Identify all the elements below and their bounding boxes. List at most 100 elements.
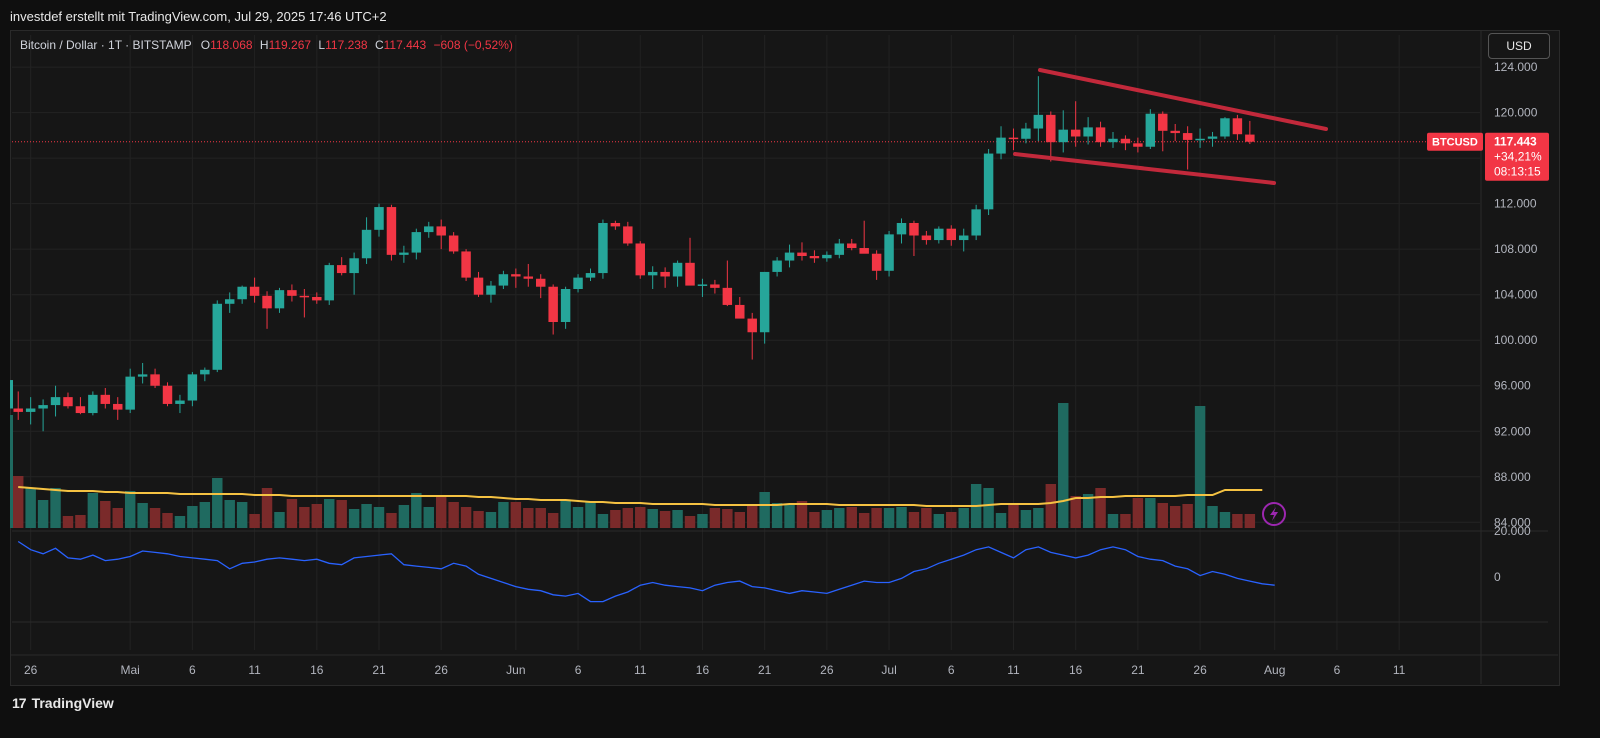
candle-up[interactable] — [224, 299, 235, 304]
candle-down[interactable] — [536, 278, 546, 287]
candle-down[interactable] — [747, 318, 757, 333]
candle-down[interactable] — [75, 406, 86, 414]
candle-down[interactable] — [473, 277, 484, 295]
candle-up[interactable] — [697, 284, 708, 286]
candle-down[interactable] — [610, 222, 621, 227]
candle-down[interactable] — [299, 295, 310, 298]
candle-down[interactable] — [1046, 114, 1056, 143]
candle-down[interactable] — [871, 253, 882, 271]
trend-lines[interactable] — [1013, 68, 1328, 185]
candle-up[interactable] — [486, 285, 496, 295]
candle-down[interactable] — [1133, 143, 1143, 147]
candle-up[interactable] — [38, 405, 48, 409]
candle-down[interactable] — [809, 255, 820, 259]
candle-up[interactable] — [324, 265, 334, 301]
candle-down[interactable] — [523, 276, 534, 279]
candle-up[interactable] — [424, 226, 434, 233]
candle-down[interactable] — [511, 274, 521, 277]
candle-up[interactable] — [399, 252, 409, 255]
candle-up[interactable] — [498, 274, 509, 286]
candle-down[interactable] — [1170, 130, 1180, 134]
candle-up[interactable] — [361, 229, 372, 259]
candle-up[interactable] — [187, 374, 198, 401]
candle-up[interactable] — [237, 286, 247, 300]
candle-down[interactable] — [249, 286, 260, 296]
candle-down[interactable] — [1182, 133, 1193, 140]
candle-down[interactable] — [100, 394, 111, 404]
candle-up[interactable] — [125, 376, 135, 410]
candle-up[interactable] — [759, 271, 770, 333]
candle-up[interactable] — [1220, 118, 1230, 137]
candle-down[interactable] — [685, 262, 695, 286]
candle-up[interactable] — [585, 273, 596, 278]
candle-up[interactable] — [784, 252, 795, 261]
candle-down[interactable] — [436, 226, 446, 236]
candle-down[interactable] — [623, 226, 633, 244]
candle-down[interactable] — [1095, 127, 1106, 143]
candle-up[interactable] — [896, 222, 907, 235]
candle-down[interactable] — [287, 290, 297, 296]
candle-up[interactable] — [1058, 129, 1068, 143]
candle-down[interactable] — [63, 397, 73, 407]
candle-up[interactable] — [1195, 138, 1205, 141]
candle-up[interactable] — [1083, 127, 1093, 137]
candle-up[interactable] — [1021, 128, 1031, 139]
candle-down[interactable] — [13, 408, 23, 412]
candle-up[interactable] — [1207, 136, 1218, 139]
candle-down[interactable] — [847, 243, 857, 249]
candle-down[interactable] — [710, 284, 720, 288]
candle-down[interactable] — [660, 271, 670, 277]
candle-up[interactable] — [349, 258, 359, 274]
candle-up[interactable] — [200, 369, 210, 375]
candle-up[interactable] — [996, 137, 1006, 154]
candle-down[interactable] — [1070, 129, 1081, 137]
candle-down[interactable] — [635, 243, 645, 276]
upper-trend-line[interactable] — [1038, 68, 1328, 131]
candle-down[interactable] — [909, 222, 919, 236]
candle-up[interactable] — [1108, 138, 1118, 143]
candle-down[interactable] — [797, 252, 807, 256]
candle-up[interactable] — [212, 303, 222, 370]
candle-down[interactable] — [1232, 118, 1243, 135]
candle-up[interactable] — [884, 234, 894, 271]
candle-down[interactable] — [386, 207, 397, 255]
candle-down[interactable] — [1120, 138, 1131, 144]
candle-down[interactable] — [162, 385, 173, 404]
candle-down[interactable] — [735, 304, 745, 319]
candle-down[interactable] — [1008, 137, 1019, 140]
lower-trend-line[interactable] — [1013, 152, 1276, 185]
tradingview-logo[interactable]: 17 TradingView — [12, 695, 114, 711]
candle-down[interactable] — [548, 286, 558, 323]
candle-up[interactable] — [175, 400, 185, 404]
candle-up[interactable] — [88, 394, 98, 414]
candle-down[interactable] — [946, 228, 956, 241]
chart-panel[interactable] — [10, 30, 1560, 686]
candle-up[interactable] — [983, 153, 994, 210]
candle-up[interactable] — [411, 232, 422, 253]
candle-up[interactable] — [573, 277, 583, 289]
candle-down[interactable] — [448, 235, 459, 252]
candle-down[interactable] — [262, 295, 272, 309]
candle-up[interactable] — [834, 243, 845, 255]
candle-up[interactable] — [598, 222, 608, 274]
candle-down[interactable] — [113, 403, 123, 410]
candle-down[interactable] — [1158, 113, 1168, 131]
candle-down[interactable] — [859, 248, 869, 254]
candle-down[interactable] — [150, 374, 160, 386]
candle-up[interactable] — [822, 254, 832, 259]
candle-up[interactable] — [971, 209, 981, 236]
candle-up[interactable] — [958, 235, 969, 241]
candle-up[interactable] — [274, 290, 285, 309]
candle-up[interactable] — [672, 262, 683, 277]
candle-down[interactable] — [1245, 134, 1255, 142]
candlesticks[interactable] — [10, 76, 1255, 432]
candle-up[interactable] — [25, 408, 36, 412]
candle-down[interactable] — [921, 235, 932, 241]
candle-up[interactable] — [1145, 113, 1156, 147]
candle-up[interactable] — [772, 260, 782, 272]
candle-down[interactable] — [461, 251, 471, 278]
candle-up[interactable] — [560, 289, 571, 323]
candle-down[interactable] — [312, 296, 322, 301]
candle-up[interactable] — [50, 397, 61, 406]
